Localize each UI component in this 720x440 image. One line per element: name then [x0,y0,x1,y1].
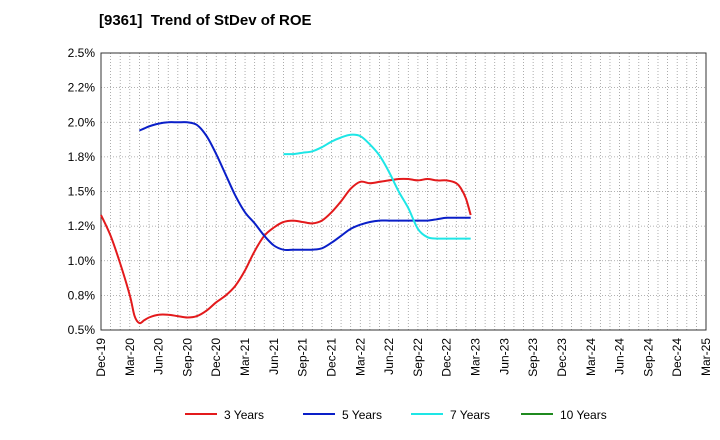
x-tick-label: Jun-23 [497,338,511,375]
x-tick-label: Dec-22 [440,338,454,377]
x-tick-label: Mar-25 [699,338,713,376]
x-tick-label: Sep-23 [526,338,540,377]
x-tick-label: Dec-24 [670,338,684,377]
x-tick-label: Sep-20 [180,338,194,377]
x-tick-label: Mar-23 [469,338,483,376]
y-tick-label: 1.0% [68,254,96,268]
y-tick-label: 0.8% [68,288,96,302]
legend: 3 Years 5 Years 7 Years 10 Years [185,408,607,422]
y-tick-label: 2.0% [68,115,96,129]
x-tick-label: Jun-22 [382,338,396,375]
y-axis-tick-labels: 2.5% 2.2% 2.0% 1.8% 1.5% 1.2% 1.0% 0.8% 0.5% [68,46,96,337]
series-line-5-years [138,121,471,252]
chart-title: [9361] Trend of StDev of ROE [99,12,312,29]
x-tick-label: Dec-21 [324,338,338,377]
y-tick-label: 2.5% [68,46,96,60]
x-tick-label: Dec-19 [94,338,108,377]
x-axis-tick-labels: Dec-19 Mar-20 Jun-20 Sep-20 Dec-20 Mar-21 Jun-… [94,338,713,377]
x-tick-label: Jun-20 [152,338,166,375]
x-tick-label: Mar-22 [353,338,367,376]
x-tick-label: Jun-21 [267,338,281,375]
series-lines [100,121,472,325]
series-line-7-years [283,133,471,240]
y-tick-label: 1.5% [68,185,96,199]
x-tick-label: Dec-23 [555,338,569,377]
y-tick-label: 2.2% [68,81,96,95]
x-tick-label: Dec-20 [209,338,223,377]
y-tick-label: 1.8% [68,150,96,164]
x-tick-label: Sep-24 [641,338,655,377]
plot-border [100,52,707,331]
legend-label: 10 Years [560,408,607,422]
legend-label: 3 Years [224,408,264,422]
y-tick-label: 0.5% [68,323,96,337]
x-tick-label: Sep-21 [296,338,310,377]
y-tick-label: 1.2% [68,219,96,233]
x-tick-label: Mar-20 [123,338,137,376]
x-tick-label: Sep-22 [411,338,425,377]
x-tick-label: Mar-21 [238,338,252,376]
x-tick-label: Mar-24 [584,338,598,376]
series-line-3-years [100,177,472,325]
legend-label: 5 Years [342,408,382,422]
legend-label: 7 Years [450,408,490,422]
x-tick-label: Jun-24 [613,338,627,375]
